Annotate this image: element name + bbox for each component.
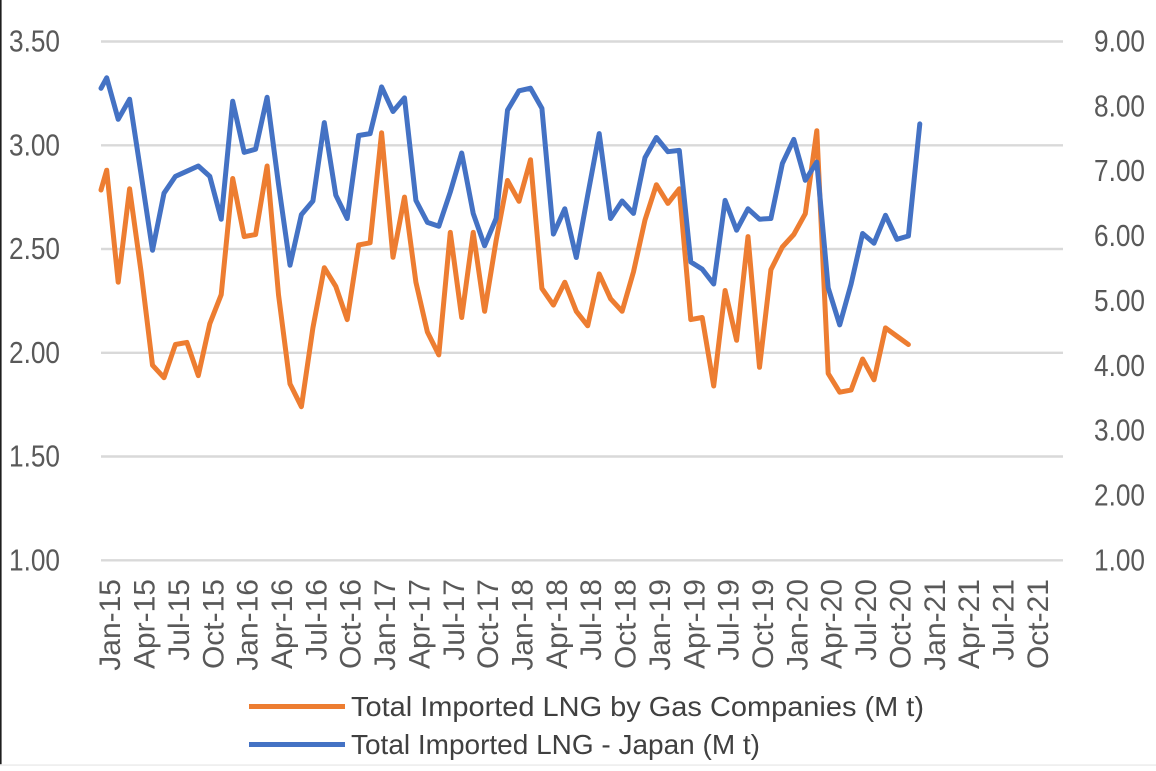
svg-text:Jul-18: Jul-18: [575, 579, 608, 661]
svg-text:Jan-18: Jan-18: [507, 579, 540, 671]
svg-text:Jul-15: Jul-15: [163, 579, 196, 661]
svg-text:2.00: 2.00: [9, 336, 60, 370]
svg-text:Jan-21: Jan-21: [919, 579, 952, 671]
svg-text:5.00: 5.00: [1094, 284, 1145, 318]
svg-text:Jan-17: Jan-17: [369, 579, 402, 671]
svg-text:Jul-20: Jul-20: [850, 579, 883, 661]
svg-text:Apr-20: Apr-20: [816, 579, 849, 669]
svg-text:Oct-19: Oct-19: [747, 579, 780, 669]
svg-text:Jan-20: Jan-20: [781, 579, 814, 671]
svg-text:4.00: 4.00: [1094, 349, 1145, 383]
svg-text:Apr-17: Apr-17: [403, 579, 436, 669]
svg-text:1.00: 1.00: [1094, 543, 1145, 577]
svg-text:Jan-15: Jan-15: [94, 579, 127, 671]
svg-text:Oct-18: Oct-18: [610, 579, 643, 669]
svg-text:3.00: 3.00: [1094, 414, 1145, 448]
svg-text:Jul-21: Jul-21: [988, 579, 1021, 661]
svg-text:Oct-17: Oct-17: [472, 579, 505, 669]
svg-text:3.00: 3.00: [9, 128, 60, 162]
svg-text:Oct-16: Oct-16: [335, 579, 368, 669]
svg-text:Oct-15: Oct-15: [197, 579, 230, 669]
svg-text:6.00: 6.00: [1094, 219, 1145, 253]
svg-text:Jul-17: Jul-17: [438, 579, 471, 661]
svg-text:7.00: 7.00: [1094, 154, 1145, 188]
svg-text:Total Imported LNG by Gas Comp: Total Imported LNG by Gas Companies (M t…: [351, 691, 924, 722]
svg-text:Jul-16: Jul-16: [300, 579, 333, 661]
svg-text:Apr-16: Apr-16: [266, 579, 299, 669]
svg-text:Jan-19: Jan-19: [644, 579, 677, 671]
svg-text:Total Imported LNG - Japan (M: Total Imported LNG - Japan (M t): [351, 729, 760, 760]
svg-text:2.00: 2.00: [1094, 478, 1145, 512]
svg-text:1.00: 1.00: [9, 543, 60, 577]
svg-text:Jan-16: Jan-16: [232, 579, 265, 671]
svg-text:Apr-15: Apr-15: [129, 579, 162, 669]
svg-text:9.00: 9.00: [1094, 25, 1145, 59]
svg-text:Jul-19: Jul-19: [713, 579, 746, 661]
svg-text:Apr-21: Apr-21: [953, 579, 986, 669]
svg-text:Apr-19: Apr-19: [678, 579, 711, 669]
svg-text:8.00: 8.00: [1094, 89, 1145, 123]
svg-text:Oct-21: Oct-21: [1022, 579, 1055, 669]
svg-text:2.50: 2.50: [9, 232, 60, 266]
svg-text:3.50: 3.50: [9, 25, 60, 59]
svg-text:1.50: 1.50: [9, 440, 60, 474]
svg-text:Oct-20: Oct-20: [884, 579, 917, 669]
svg-text:Apr-18: Apr-18: [541, 579, 574, 669]
